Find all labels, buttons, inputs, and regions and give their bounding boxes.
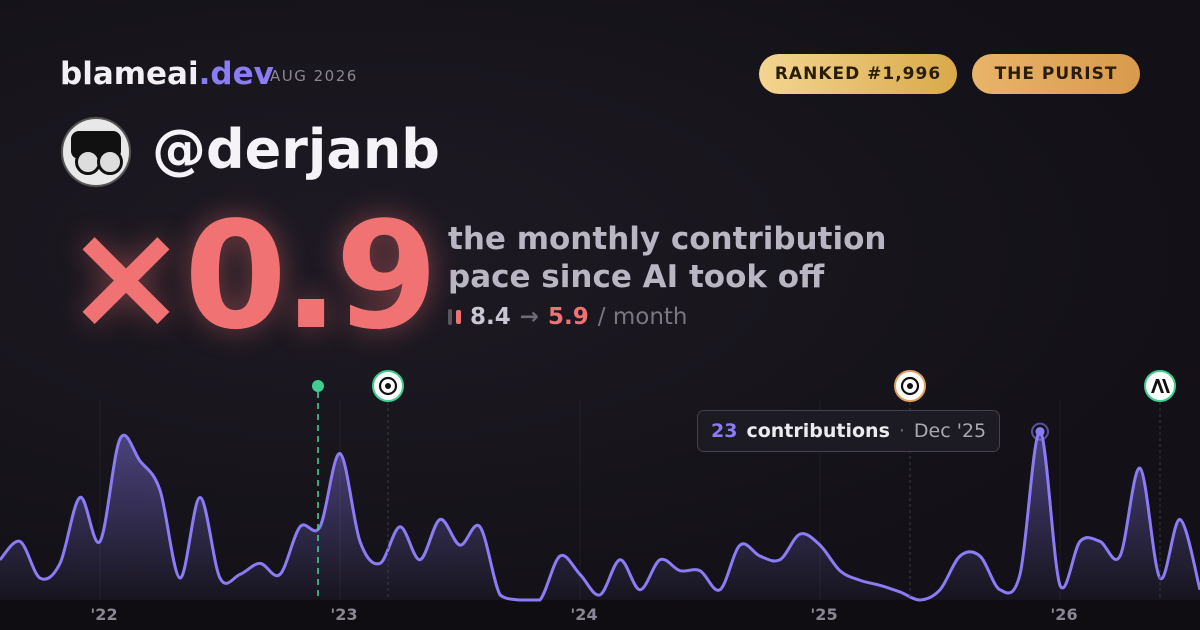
caption: the monthly contribution pace since AI to… — [448, 220, 886, 296]
period: AUG 2026 — [270, 67, 358, 85]
handle: @derjanb — [152, 118, 440, 181]
rank-badge: RANKED #1,996 — [759, 54, 957, 94]
brand-name: blameai — [60, 56, 199, 92]
event-icon — [372, 370, 404, 402]
tooltip-value: 23 — [711, 420, 738, 442]
arrow: → — [519, 304, 540, 330]
highlight-ring — [1031, 422, 1049, 441]
brand-tld: .dev — [198, 56, 274, 92]
caption-line: the monthly contribution — [448, 221, 887, 257]
x-tick-label: '24 — [570, 605, 597, 624]
pace-stats: 8.4 → 5.9 / month — [448, 304, 688, 330]
multiplier: ×0.9 — [64, 190, 438, 362]
x-tick-label: '22 — [90, 605, 117, 624]
avatar — [61, 117, 131, 187]
highlight-point — [1035, 427, 1045, 437]
pace-unit: / month — [597, 304, 688, 330]
x-tick-label: '23 — [330, 605, 357, 624]
axis-band — [0, 600, 1200, 630]
brand: blameai.dev — [60, 56, 274, 92]
tooltip: 23 contributions · Dec '25 — [697, 410, 1001, 452]
tooltip-label: contributions — [746, 420, 890, 442]
tooltip-date: Dec '25 — [913, 420, 987, 442]
pace-before: 8.4 — [470, 304, 511, 330]
title-badge: THE PURIST — [972, 54, 1140, 94]
line — [0, 430, 1200, 602]
event-icon — [894, 370, 926, 402]
area — [0, 431, 1200, 600]
caption-line: pace since AI took off — [448, 259, 825, 295]
pace-after: 5.9 — [548, 304, 589, 330]
x-tick-label: '26 — [1050, 605, 1077, 624]
event-icon — [1144, 370, 1176, 402]
x-tick-label: '25 — [810, 605, 837, 624]
event-dot — [312, 380, 324, 392]
